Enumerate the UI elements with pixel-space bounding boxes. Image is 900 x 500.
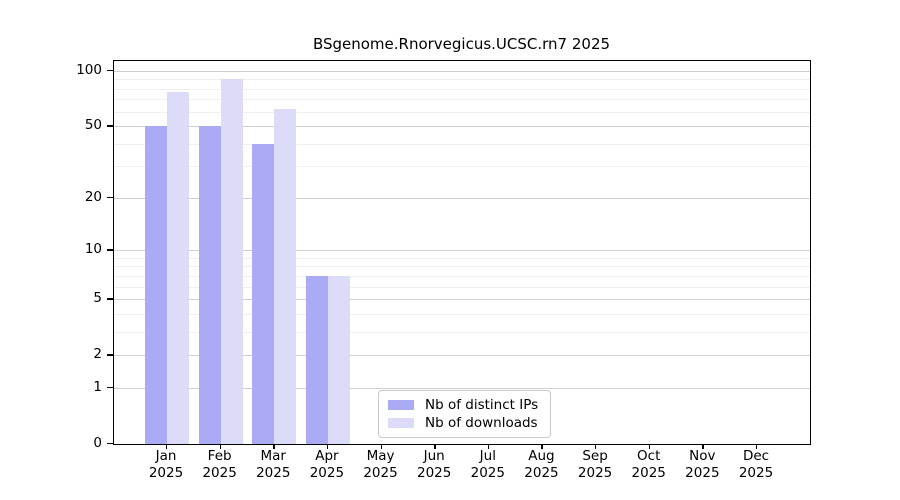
x-tick-label: Oct 2025 <box>631 448 666 481</box>
x-tick-label: Aug 2025 <box>524 448 559 481</box>
minor-gridline <box>114 313 810 315</box>
x-tick-mark <box>326 444 329 449</box>
bar-distinct-ips <box>252 143 275 444</box>
x-tick-label: Jan 2025 <box>148 448 184 481</box>
x-tick-label: Mar 2025 <box>256 448 291 481</box>
minor-gridline <box>114 111 810 113</box>
x-tick-mark <box>166 444 168 449</box>
major-gridline <box>114 250 810 252</box>
x-tick-mark <box>648 444 651 449</box>
major-gridline <box>114 299 810 301</box>
x-tick-label: Feb 2025 <box>202 448 237 481</box>
y-tick-mark <box>107 70 114 72</box>
x-tick-mark <box>219 444 222 449</box>
x-tick-label: Dec 2025 <box>738 448 774 481</box>
major-gridline <box>114 387 810 389</box>
bar-distinct-ips <box>305 275 328 444</box>
plot-area <box>113 60 811 445</box>
minor-gridline <box>114 143 810 145</box>
x-tick-label: Jun 2025 <box>416 448 452 481</box>
x-tick-label: May 2025 <box>363 448 398 481</box>
legend-swatch-downloads <box>388 418 414 428</box>
y-tick-label: 50 <box>84 117 102 134</box>
major-gridline <box>114 126 810 128</box>
y-tick-label: 10 <box>84 241 102 258</box>
minor-gridline <box>114 99 810 101</box>
y-tick-mark <box>107 298 114 300</box>
y-tick-label: 100 <box>76 62 102 78</box>
y-tick-label: 2 <box>93 346 102 363</box>
x-tick-label: Nov 2025 <box>685 448 720 481</box>
y-tick-label: 5 <box>93 290 102 307</box>
minor-gridline <box>114 331 810 333</box>
bar-distinct-ips <box>198 126 221 444</box>
x-tick-mark <box>434 444 436 449</box>
minor-gridline <box>114 79 810 81</box>
legend-swatch-distinct-ips <box>388 400 414 410</box>
x-tick-label: Jul 2025 <box>470 448 505 481</box>
x-tick-mark <box>380 444 382 449</box>
minor-gridline <box>114 266 810 268</box>
chart-title: BSgenome.Rnorvegicus.UCSC.rn7 2025 <box>312 35 611 53</box>
minor-gridline <box>114 275 810 277</box>
legend-item-downloads: Nb of downloads <box>388 414 538 432</box>
bar-distinct-ips <box>145 126 167 444</box>
y-tick-mark <box>107 125 114 127</box>
x-tick-mark <box>595 444 597 449</box>
y-tick-mark <box>107 249 114 251</box>
major-gridline <box>114 355 810 357</box>
bar-downloads <box>327 275 350 444</box>
minor-gridline <box>114 166 810 168</box>
x-tick-label: Sep 2025 <box>577 448 613 481</box>
minor-gridline <box>114 257 810 259</box>
legend: Nb of distinct IPs Nb of downloads <box>378 390 552 438</box>
y-tick-label: 1 <box>93 378 102 395</box>
bar-downloads <box>274 109 297 444</box>
y-tick-label: 20 <box>84 188 102 205</box>
minor-gridline <box>114 88 810 90</box>
x-tick-mark <box>756 444 758 449</box>
x-tick-label: Apr 2025 <box>309 448 345 481</box>
x-tick-mark <box>541 444 543 449</box>
major-gridline <box>114 197 810 199</box>
x-tick-mark <box>702 444 704 449</box>
legend-label-downloads: Nb of downloads <box>425 415 538 431</box>
minor-gridline <box>114 286 810 288</box>
y-tick-label: 0 <box>93 435 102 451</box>
x-tick-mark <box>487 444 490 449</box>
bar-downloads <box>167 91 189 444</box>
y-tick-mark <box>107 196 114 199</box>
legend-item-distinct-ips: Nb of distinct IPs <box>388 396 538 414</box>
legend-label-distinct-ips: Nb of distinct IPs <box>425 397 539 413</box>
y-tick-mark <box>107 386 114 389</box>
x-tick-mark <box>273 444 275 449</box>
y-tick-mark <box>107 443 114 445</box>
major-gridline <box>114 71 810 72</box>
y-tick-mark <box>107 354 114 356</box>
bar-downloads <box>220 78 243 444</box>
